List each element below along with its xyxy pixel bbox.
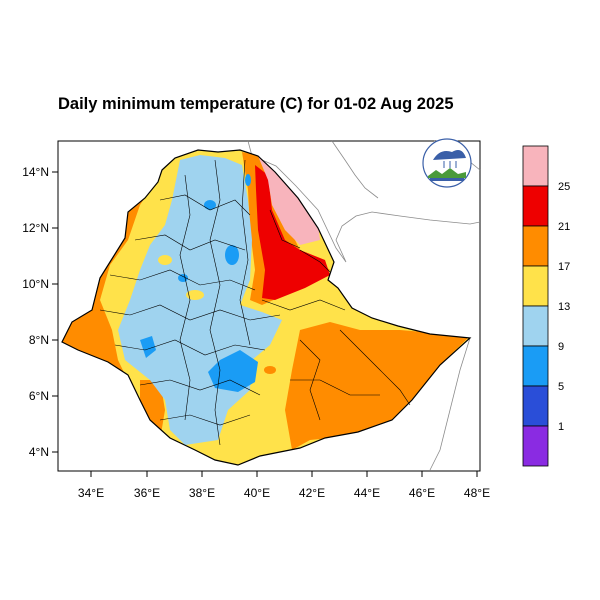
region-25-plus-danakil: [258, 156, 320, 245]
ethiopia-border: [61, 149, 472, 466]
admin-boundaries: [99, 159, 411, 446]
y-tick-6N: 6°N: [29, 389, 49, 403]
colorbar-swatch-3: [522, 265, 549, 307]
y-axis-ticks: [52, 171, 58, 453]
x-tick-38E: 38°E: [189, 486, 215, 500]
y-tick-8N: 8°N: [29, 333, 49, 347]
colorbar-swatch-2: [522, 225, 549, 267]
x-tick-42E: 42°E: [299, 486, 325, 500]
x-tick-46E: 46°E: [409, 486, 435, 500]
x-axis-labels: 34°E 36°E 38°E 40°E 42°E 44°E 46°E 48°E: [78, 486, 490, 500]
y-tick-12N: 12°N: [22, 221, 49, 235]
x-tick-48E: 48°E: [464, 486, 490, 500]
colorbar-label-9: 9: [558, 341, 564, 353]
colorbar-label-13: 13: [558, 301, 570, 313]
colorbar-swatch-7: [522, 425, 549, 467]
region-5-9-south: [208, 350, 258, 392]
colorbar-label-21: 21: [558, 221, 570, 233]
colorbar-swatch-0: [522, 145, 549, 187]
x-tick-34E: 34°E: [78, 486, 104, 500]
meteorology-institute-logo: [422, 138, 472, 188]
colorbar-label-5: 5: [558, 381, 564, 393]
colorbar-swatch-4: [522, 305, 549, 347]
map-title: Daily minimum temperature (C) for 01-02 …: [58, 95, 454, 113]
colorbar: 25 21 17 13 9 5 1: [522, 145, 570, 467]
y-tick-14N: 14°N: [22, 165, 49, 179]
colorbar-label-1: 1: [558, 421, 564, 433]
colorbar-label-25: 25: [558, 181, 570, 193]
colorbar-swatch-6: [522, 385, 549, 427]
region-17-21-southeast: [285, 322, 470, 450]
region-5-9-north: [225, 245, 239, 265]
y-axis-labels: 14°N 12°N 10°N 8°N 6°N 4°N: [22, 165, 49, 459]
colorbar-label-17: 17: [558, 261, 570, 273]
y-tick-4N: 4°N: [29, 445, 49, 459]
x-axis-ticks: [90, 471, 478, 477]
x-tick-40E: 40°E: [244, 486, 270, 500]
colorbar-swatch-1: [522, 185, 549, 227]
x-tick-36E: 36°E: [134, 486, 160, 500]
colorbar-swatch-5: [522, 345, 549, 387]
region-21-25-afar: [255, 165, 330, 300]
x-tick-44E: 44°E: [354, 486, 380, 500]
y-tick-10N: 10°N: [22, 277, 49, 291]
region-5-9-west: [140, 336, 156, 358]
